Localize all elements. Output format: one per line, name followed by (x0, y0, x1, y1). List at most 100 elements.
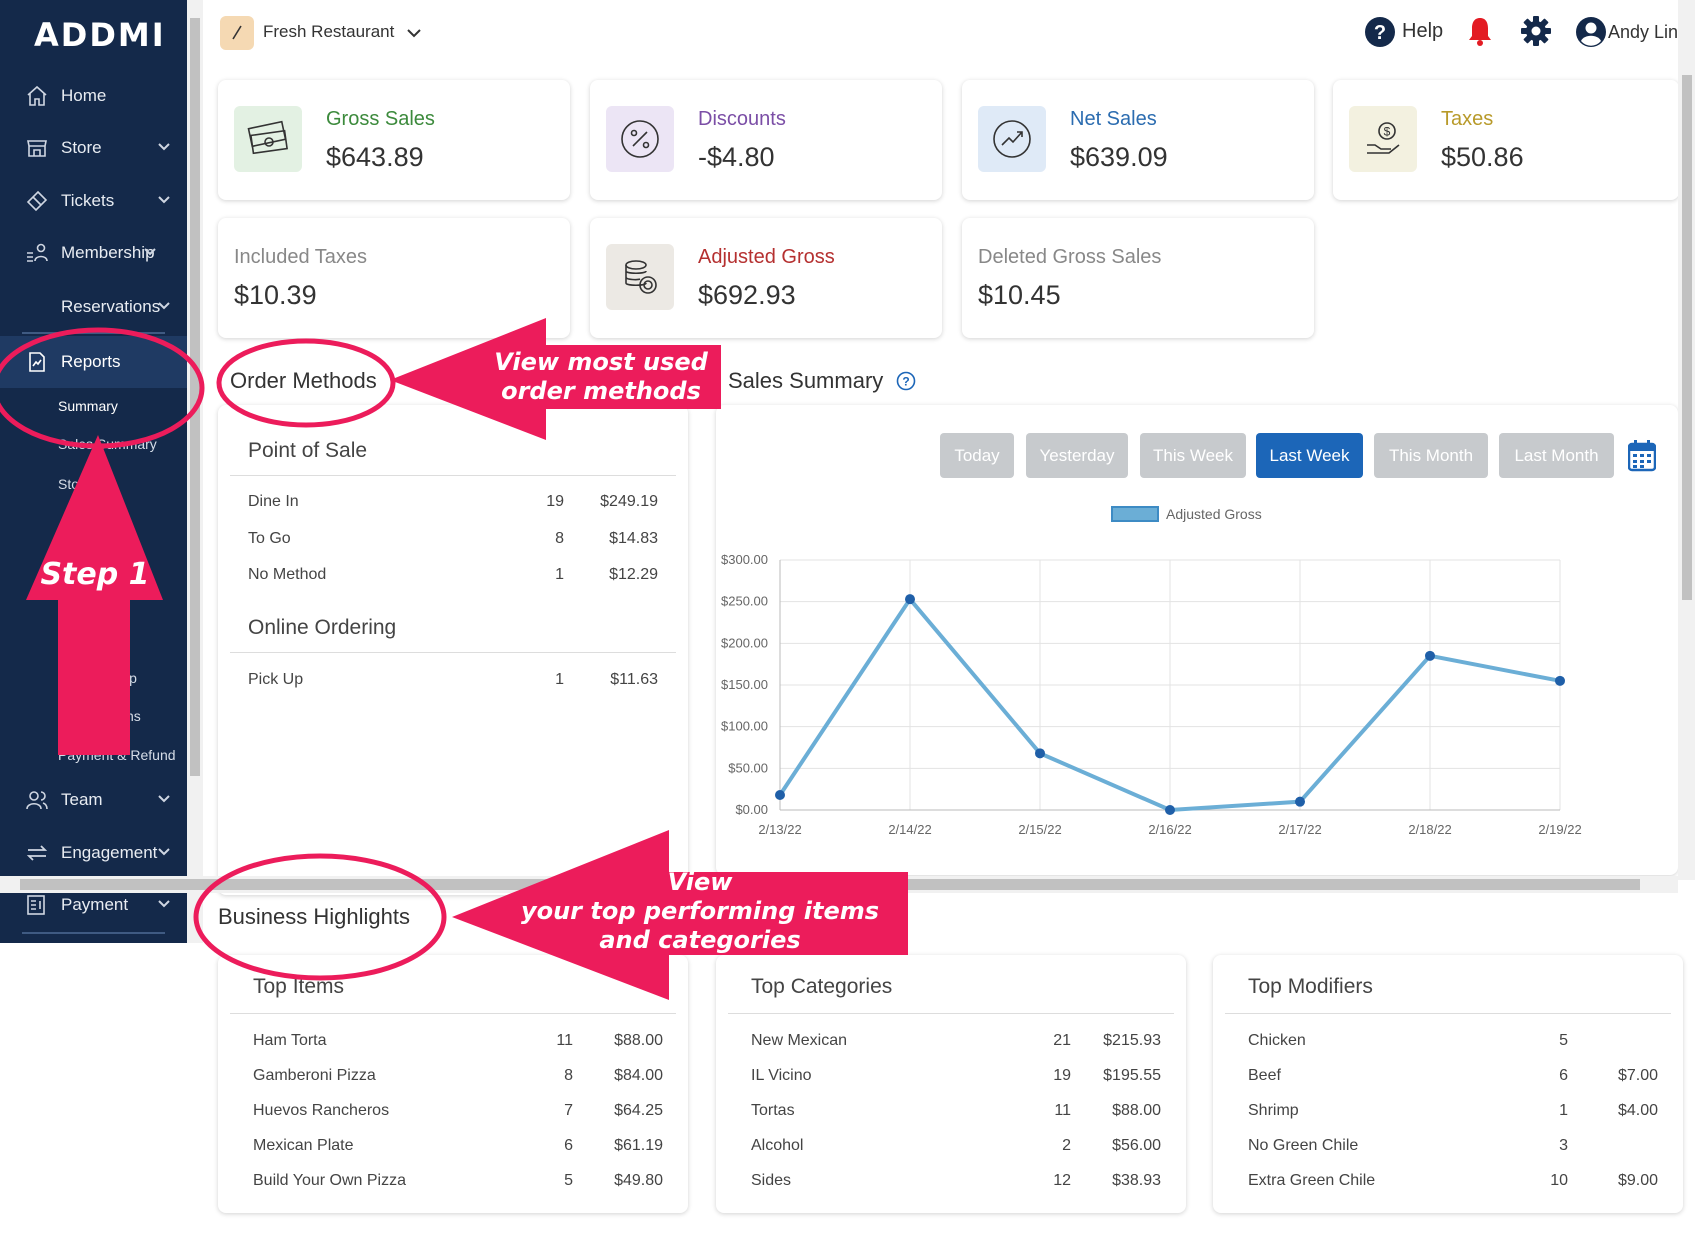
y-tick-label: $150.00 (721, 677, 768, 692)
x-tick-label: 2/14/22 (888, 822, 931, 837)
settings-gear-icon[interactable] (1520, 15, 1552, 47)
sidebar-item-engagement[interactable]: Engagement (0, 829, 187, 877)
sidebar-item-team[interactable]: Team (0, 776, 187, 824)
sidebar-item-label: Tickets (61, 191, 115, 210)
chevron-down-icon (158, 848, 170, 856)
sidebar-item-payment[interactable]: Payment (0, 881, 187, 929)
sidebar-subitem-partial[interactable]: ip (126, 670, 137, 686)
x-tick-label: 2/18/22 (1408, 822, 1451, 837)
user-avatar-icon[interactable] (1575, 16, 1607, 48)
sidebar-item-label: Payment (61, 895, 129, 914)
row-amount: $88.00 (1112, 1102, 1161, 1119)
order-methods-callout-text: View most used order methods (490, 348, 712, 406)
x-tick-label: 2/16/22 (1148, 822, 1191, 837)
row-label: No Method (248, 566, 327, 583)
chevron-down-icon (158, 143, 170, 151)
sidebar-divider (22, 332, 165, 334)
row-count: 3 (1559, 1137, 1568, 1154)
row-label: Gamberoni Pizza (253, 1067, 376, 1084)
store-selector[interactable]: Fresh Restaurant (263, 22, 395, 41)
taxes-card: $ Taxes $50.86 (1333, 80, 1679, 200)
highlights-callout-arrow (452, 830, 908, 1000)
sidebar-item-reservations[interactable]: Reservations (0, 283, 187, 331)
data-point (1555, 675, 1565, 686)
data-point (1295, 796, 1305, 807)
order-methods-card: Point of Sale Dine In 19 $249.19 To Go 8 $14… (218, 405, 688, 895)
deleted-gross-sales-card: Deleted Gross Sales $10.45 (962, 218, 1314, 338)
data-point (1035, 748, 1045, 759)
help-link[interactable]: Help (1402, 20, 1444, 42)
stat-value: $50.86 (1441, 142, 1524, 172)
sales-summary-title: Sales Summary (728, 368, 884, 393)
chevron-down-icon (158, 795, 170, 803)
included-taxes-card: Included Taxes $10.39 (218, 218, 570, 338)
row-amount: $56.00 (1112, 1137, 1161, 1154)
row-count: 6 (564, 1137, 573, 1154)
svg-text:?: ? (902, 375, 909, 389)
stat-value: $643.89 (326, 142, 424, 172)
row-label: Build Your Own Pizza (253, 1172, 406, 1189)
row-amount: $64.25 (614, 1102, 663, 1119)
row-amount: $11.63 (610, 671, 658, 688)
sidebar-item-store[interactable]: Store (0, 124, 187, 172)
discounts-card: Discounts -$4.80 (590, 80, 942, 200)
store-logo (220, 16, 254, 50)
row-label: To Go (248, 530, 291, 547)
highlights-callout-text: View your top performing items and categor… (500, 868, 900, 955)
period-today-button[interactable]: Today (940, 433, 1014, 478)
row-count: 7 (564, 1102, 573, 1119)
data-point (1165, 805, 1175, 815)
calendar-icon[interactable] (1628, 440, 1656, 472)
stat-title: Gross Sales (326, 108, 435, 130)
chevron-down-icon (158, 900, 170, 908)
period-this-month-button[interactable]: This Month (1374, 433, 1488, 478)
info-help-icon[interactable]: ? (896, 371, 916, 391)
sidebar-item-label: Store (61, 138, 102, 157)
help-icon[interactable]: ? (1364, 16, 1396, 48)
group-title: Point of Sale (248, 439, 368, 462)
divider (230, 1013, 676, 1014)
period-this-week-button[interactable]: This Week (1140, 433, 1246, 478)
row-label: Tortas (751, 1102, 795, 1119)
callout-line: order methods (501, 377, 701, 405)
row-label: Huevos Rancheros (253, 1102, 390, 1119)
tax-hand-coin-icon: $ (1349, 106, 1417, 172)
y-tick-label: $250.00 (721, 594, 768, 609)
user-name[interactable]: Andy Lin (1608, 22, 1679, 42)
notification-bell-icon[interactable] (1466, 15, 1494, 47)
coins-stack-icon (606, 244, 674, 310)
row-count: 8 (555, 530, 564, 547)
row-label: Shrimp (1248, 1102, 1299, 1119)
period-last-month-button[interactable]: Last Month (1499, 433, 1614, 478)
sidebar-subitem-partial[interactable]: Sto (58, 476, 80, 492)
row-label: Sides (751, 1172, 792, 1189)
row-amount: $88.00 (614, 1032, 663, 1049)
sidebar-scrollbar-thumb[interactable] (190, 18, 200, 776)
stat-value: $639.09 (1070, 142, 1168, 172)
business-highlights-title: Business Highlights (218, 904, 410, 929)
period-last-week-button[interactable]: Last Week (1256, 433, 1363, 478)
period-yesterday-button[interactable]: Yesterday (1026, 433, 1128, 478)
sidebar-item-membership[interactable]: Membership (0, 229, 187, 277)
top-modifiers-card: Top Modifiers Chicken 5 Beef 6 $7.00 Shrimp 1 $… (1213, 955, 1683, 1213)
chevron-down-icon (158, 196, 170, 204)
divider (728, 1013, 1174, 1014)
row-amount: $14.83 (609, 530, 658, 547)
business-highlights-highlight-ellipse (193, 853, 447, 981)
sidebar-item-tickets[interactable]: Tickets (0, 177, 187, 225)
row-label: Dine In (248, 493, 299, 510)
sidebar-item-home[interactable]: Home (0, 72, 187, 120)
main-vertical-scrollbar-thumb[interactable] (1682, 75, 1692, 600)
row-label: IL Vicino (751, 1067, 812, 1084)
chevron-down-icon[interactable] (406, 27, 422, 39)
row-amount: $4.00 (1617, 1102, 1658, 1119)
sidebar-subitem-summary[interactable]: Summary (58, 398, 118, 414)
store-icon (23, 134, 51, 162)
stat-title: Deleted Gross Sales (978, 246, 1162, 268)
divider (230, 652, 676, 653)
row-label: Pick Up (248, 671, 304, 688)
divider (1225, 1013, 1671, 1014)
row-count: 12 (1053, 1172, 1071, 1189)
y-tick-label: $200.00 (721, 635, 768, 650)
